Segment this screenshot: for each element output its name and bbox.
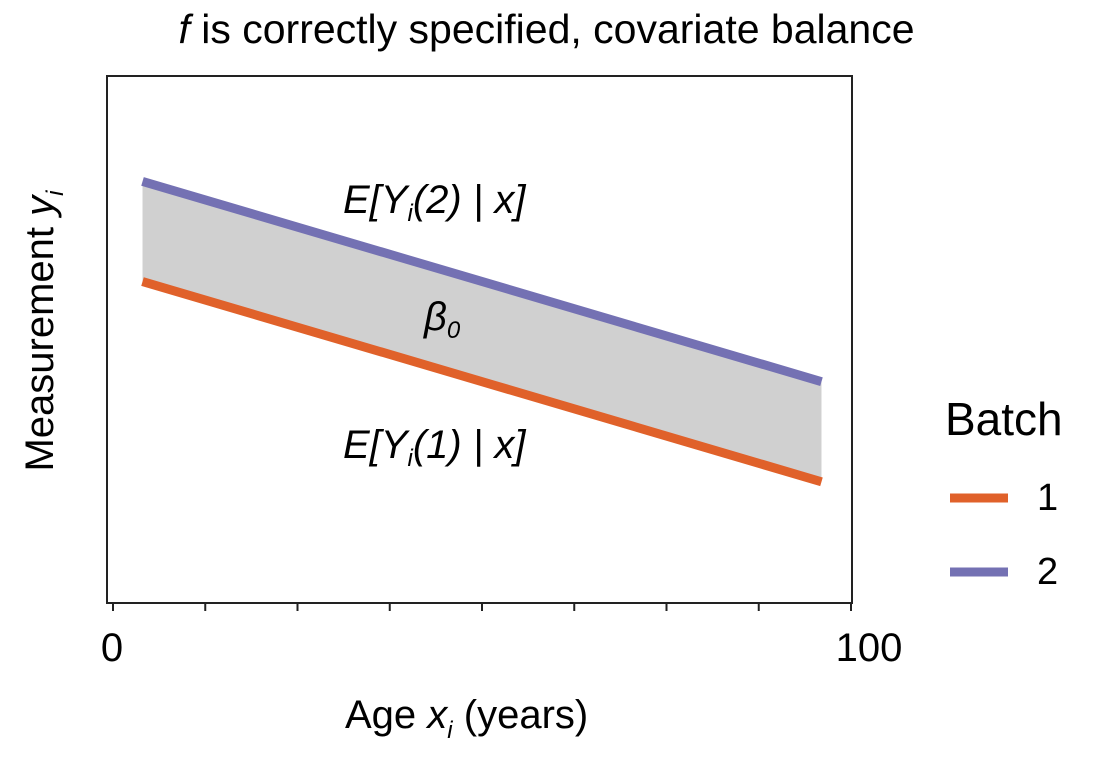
plot-frame bbox=[106, 75, 853, 604]
annotation-bottom: E[Yi(1) | x] bbox=[343, 423, 526, 472]
series-lines bbox=[141, 177, 823, 487]
x-tick-label-0: 0 bbox=[100, 626, 124, 670]
x-tick-label-100: 100 bbox=[835, 626, 903, 670]
series-line-2 bbox=[141, 177, 823, 386]
chart-title: f is correctly specified, covariate bala… bbox=[178, 6, 915, 52]
y-axis-label: Measurement yi bbox=[18, 190, 69, 472]
legend-label-2: 2 bbox=[1037, 551, 1059, 593]
difference-band bbox=[142, 181, 822, 482]
legend-title: Batch bbox=[945, 393, 1063, 445]
x-axis-label: Age xi (years) bbox=[345, 693, 589, 744]
annotation-top: E[Yi(2) | x] bbox=[343, 178, 526, 227]
legend-label-1: 1 bbox=[1037, 477, 1059, 519]
series-line-1 bbox=[141, 277, 823, 487]
x-axis-ticks bbox=[112, 603, 852, 611]
annotation-beta: β0 bbox=[424, 295, 461, 344]
